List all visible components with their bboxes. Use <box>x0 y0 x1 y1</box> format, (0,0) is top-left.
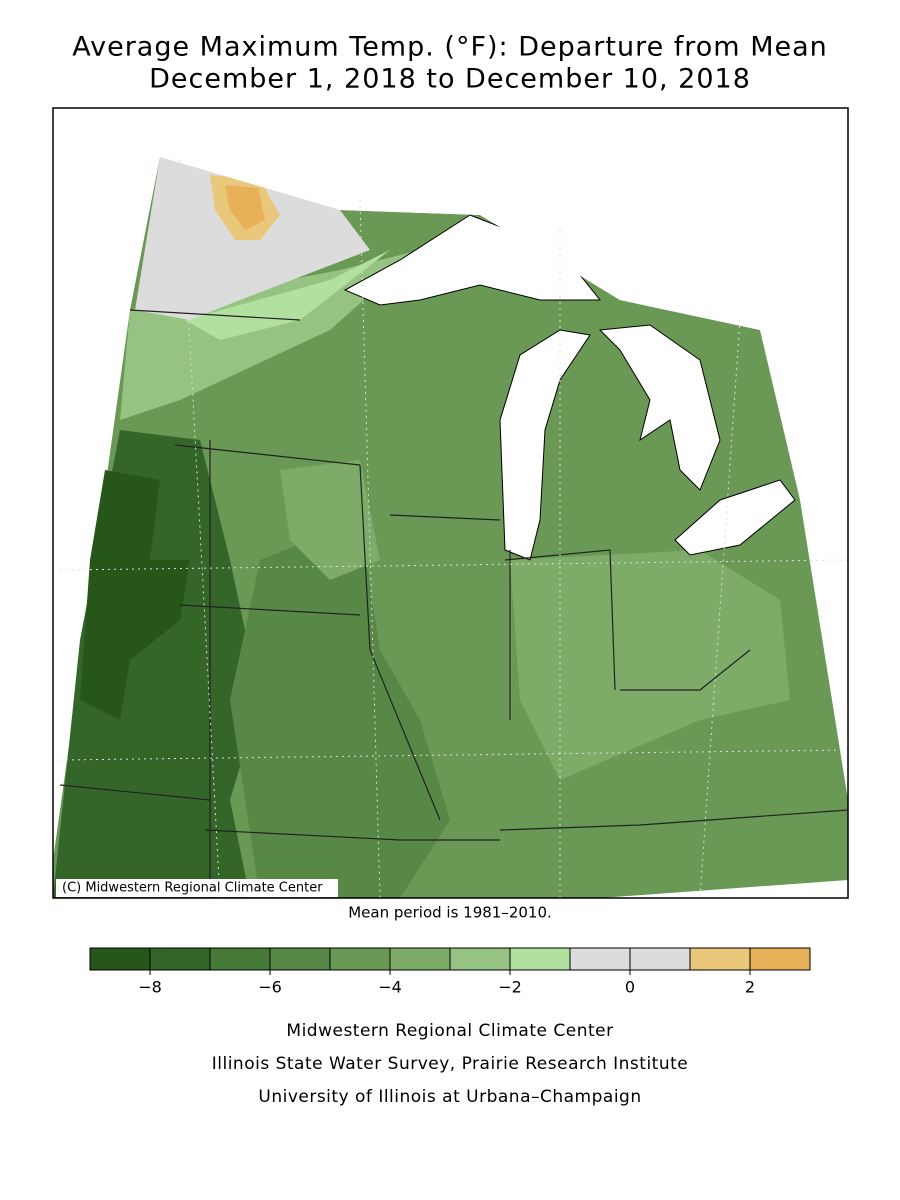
shade-mid <box>230 520 450 898</box>
lake-michigan <box>499 329 591 561</box>
color-box <box>269 947 331 971</box>
state-borders <box>59 309 848 898</box>
footer-line: University of Illinois at Urbana–Champai… <box>258 1087 641 1107</box>
title-line: Average Maximum Temp. (°F): Departure fr… <box>72 32 828 63</box>
shade-light <box>280 460 380 580</box>
lake-erie <box>674 479 796 556</box>
tick-label: −2 <box>498 978 522 997</box>
credit: (C) Midwestern Regional Climate Center <box>62 881 323 896</box>
lake-superior <box>343 214 602 306</box>
colorbar: −8 −6 −4 −2 0 2 <box>89 947 811 997</box>
color-box <box>509 947 571 971</box>
footer-line: Midwestern Regional Climate Center <box>286 1021 613 1041</box>
color-box <box>629 947 691 971</box>
color-box <box>689 947 751 971</box>
tick-label: −4 <box>378 978 402 997</box>
color-box <box>89 947 151 971</box>
color-box <box>749 947 811 971</box>
color-box <box>569 947 631 971</box>
lake-huron <box>598 324 721 491</box>
note: Mean period is 1981–2010. <box>348 904 552 922</box>
shade-lighter <box>120 250 420 420</box>
canada-blank <box>160 108 848 330</box>
color-box <box>209 947 271 971</box>
title-line: December 1, 2018 to December 10, 2018 <box>149 64 751 95</box>
tick-label: 0 <box>625 978 635 997</box>
color-box <box>329 947 391 971</box>
credit-box <box>56 879 338 897</box>
tick-label: −8 <box>138 978 162 997</box>
tick-label: −6 <box>258 978 282 997</box>
color-box <box>449 947 511 971</box>
shade-warmer <box>225 185 265 230</box>
graticule <box>59 159 848 898</box>
color-box <box>389 947 451 971</box>
map: (C) Midwestern Regional Climate Center <box>52 107 849 899</box>
footer-line: Illinois State Water Survey, Prairie Res… <box>212 1054 688 1074</box>
map-frame <box>52 107 849 899</box>
tick-label: 2 <box>745 978 755 997</box>
color-box <box>149 947 211 971</box>
shade-lightest <box>185 250 390 340</box>
shade-darkest <box>80 470 190 720</box>
